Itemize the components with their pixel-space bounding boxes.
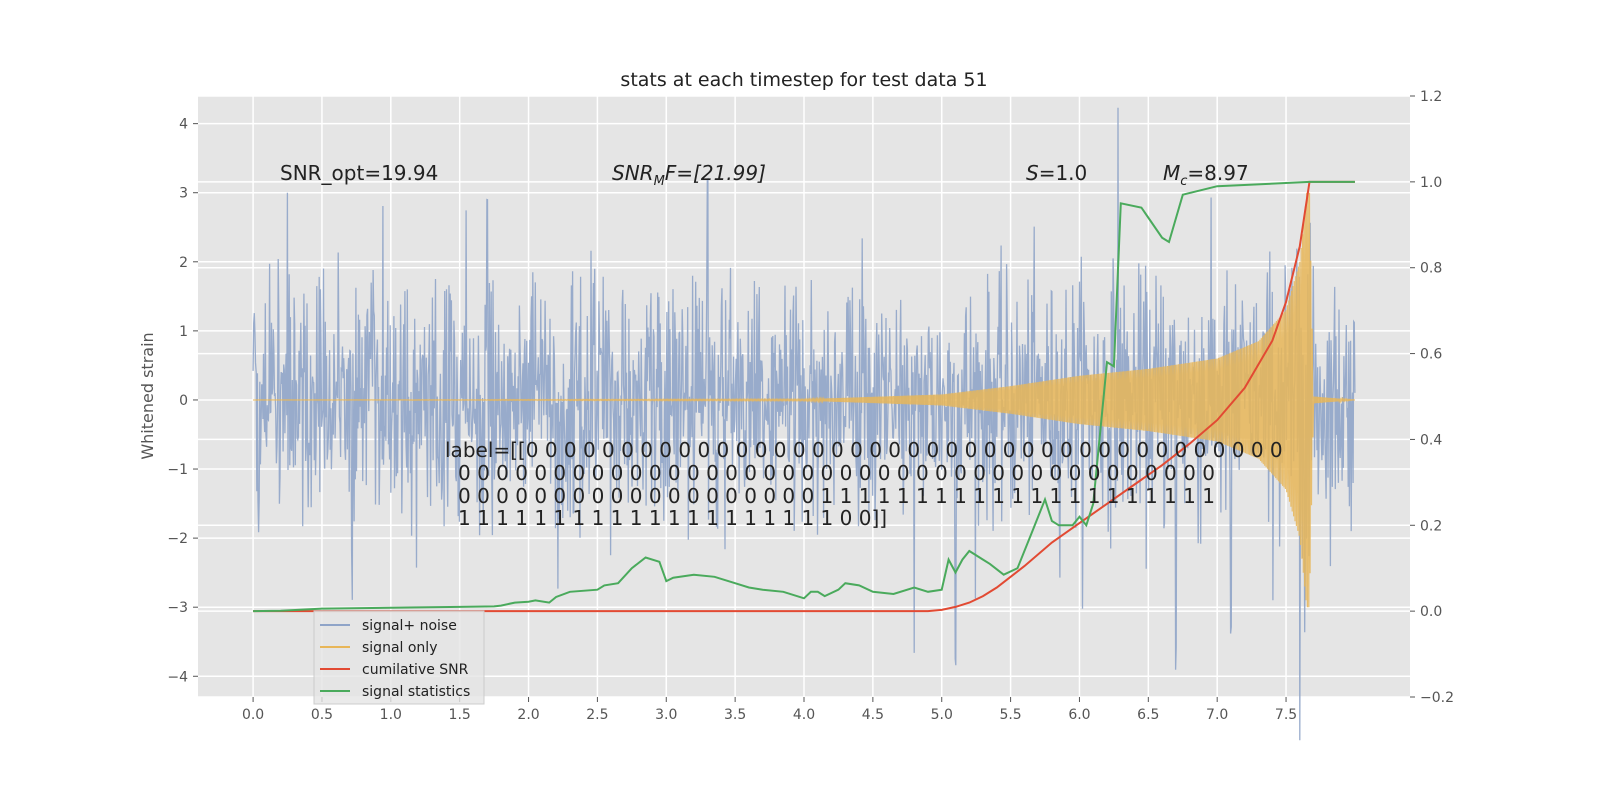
x-tick-label-3: 1.5 (449, 707, 471, 723)
y2-tick-label-6: 0.0 (1420, 604, 1442, 620)
legend: signal+ noise signal only cumilative SNR… (313, 610, 485, 705)
legend-box (313, 610, 485, 705)
label-line-3: 0 0 0 0 0 0 0 0 0 0 0 0 0 0 0 0 0 0 0 1 … (458, 484, 1215, 508)
y-tick-label-0: 4 (179, 117, 188, 133)
right-axis: 1.2 1.0 0.8 0.6 0.4 0.2 0.0 −0.2 (1410, 89, 1454, 706)
annotation-snr-opt: SNR_opt=19.94 (280, 161, 438, 185)
legend-label-3: signal statistics (362, 684, 470, 700)
y2-tick-label-4: 0.4 (1420, 432, 1442, 448)
series-signal-statistics-line (253, 180, 1355, 613)
series-signal-only-line (253, 192, 1355, 608)
x-tick-label-4: 2.0 (517, 707, 539, 723)
x-tick-label-11: 5.5 (999, 707, 1021, 723)
x-tick-label-14: 7.0 (1206, 707, 1228, 723)
legend-label-1: signal only (362, 640, 437, 656)
x-tick-label-15: 7.5 (1275, 707, 1297, 723)
annotation-s: S=1.0 (1026, 161, 1087, 185)
y-tick-label-2: 2 (179, 255, 188, 271)
label-line-4: 1 1 1 1 1 1 1 1 1 1 1 1 1 1 1 1 1 1 1 1 … (458, 506, 887, 530)
label-line-1: label=[[0 0 0 0 0 0 0 0 0 0 0 0 0 0 0 0 … (445, 438, 1283, 462)
x-axis: 0.0 0.5 1.0 1.5 2.0 2.5 3.0 3.5 4.0 4.5 5.0 5.5 6.0 6… (242, 697, 1297, 723)
legend-label-0: signal+ noise (362, 618, 457, 634)
left-axis: 4 3 2 1 0 −1 −2 −3 −4 (167, 117, 198, 685)
y2-tick-label-7: −0.2 (1420, 690, 1454, 706)
x-tick-label-1: 0.5 (311, 707, 333, 723)
y2-tick-label-0: 1.2 (1420, 89, 1442, 105)
x-tick-label-12: 6.0 (1068, 707, 1090, 723)
annotation-mc: Mc=8.97 (1163, 161, 1249, 189)
y-tick-label-8: −4 (167, 669, 188, 685)
y2-tick-label-1: 1.0 (1420, 175, 1442, 191)
y2-tick-label-2: 0.8 (1420, 261, 1442, 277)
annotation-snr-mf: SNRMF=[21.99] (612, 161, 766, 189)
annotation-label: label=[[0 0 0 0 0 0 0 0 0 0 0 0 0 0 0 0 … (445, 438, 1283, 530)
x-tick-label-2: 1.0 (380, 707, 402, 723)
y-tick-label-7: −3 (167, 600, 188, 616)
legend-label-2: cumilative SNR (362, 662, 469, 678)
label-line-2: 0 0 0 0 0 0 0 0 0 0 0 0 0 0 0 0 0 0 0 0 … (458, 461, 1215, 485)
chart-title: stats at each timestep for test data 51 (620, 69, 987, 91)
y-tick-label-4: 0 (179, 393, 188, 409)
y-tick-label-6: −2 (167, 531, 188, 547)
x-tick-label-8: 4.0 (793, 707, 815, 723)
series-cumulative-snr-line (253, 180, 1355, 613)
x-tick-label-5: 2.5 (586, 707, 608, 723)
x-tick-label-0: 0.0 (242, 707, 264, 723)
x-tick-label-13: 6.5 (1137, 707, 1159, 723)
y-axis-label: Whitened strain (138, 332, 157, 459)
y2-tick-label-3: 0.6 (1420, 347, 1442, 363)
y-tick-label-1: 3 (179, 186, 188, 202)
series-layer (252, 107, 1356, 741)
x-tick-label-9: 4.5 (862, 707, 884, 723)
y-tick-label-5: −1 (167, 462, 188, 478)
y2-tick-label-5: 0.2 (1420, 518, 1442, 534)
x-tick-label-7: 3.5 (724, 707, 746, 723)
y-tick-label-3: 1 (179, 324, 188, 340)
x-tick-label-6: 3.0 (655, 707, 677, 723)
x-tick-label-10: 5.0 (931, 707, 953, 723)
series-signal-noise-line (252, 107, 1356, 741)
